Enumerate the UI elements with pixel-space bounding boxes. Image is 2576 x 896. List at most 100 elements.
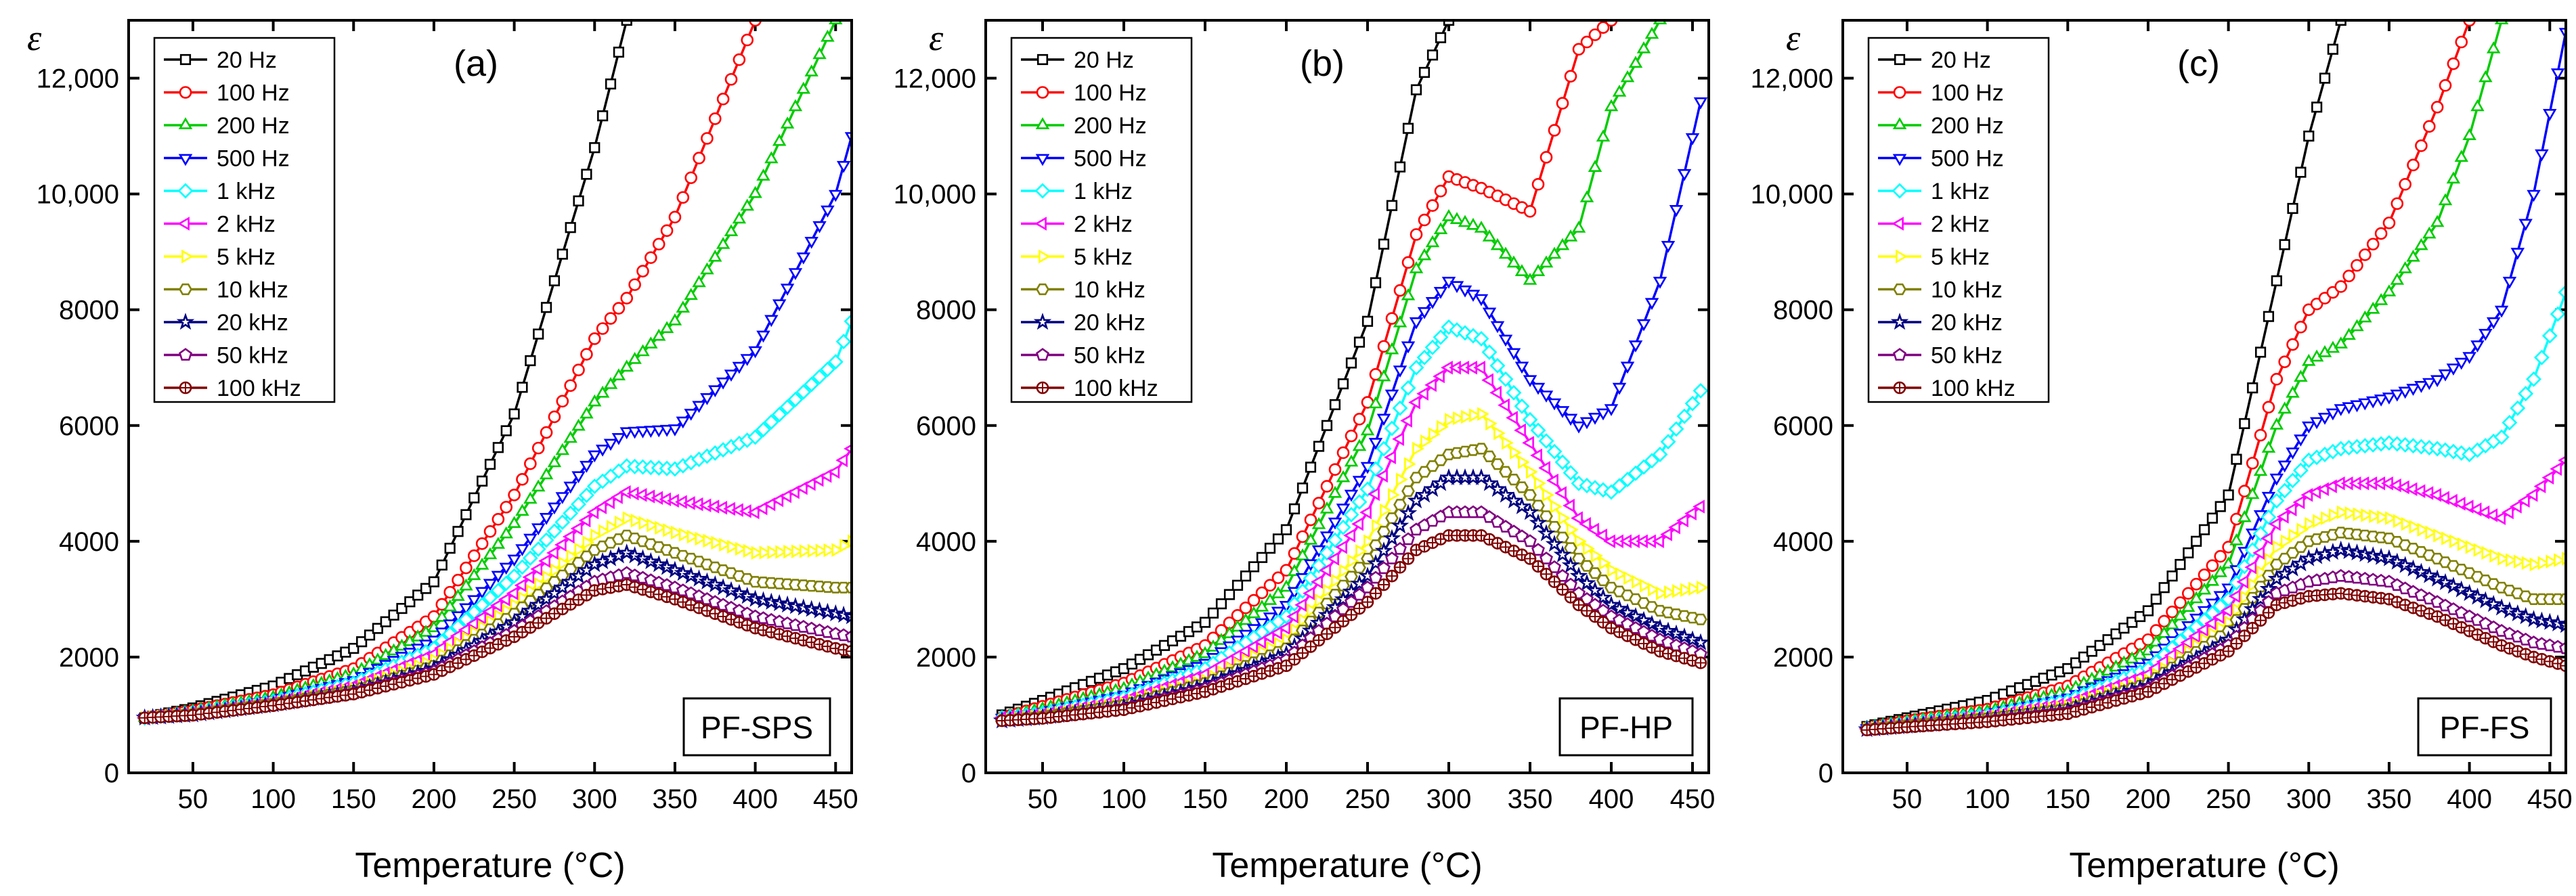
- data-point: [1485, 416, 1498, 431]
- data-point: [748, 346, 762, 359]
- data-point: [818, 602, 837, 620]
- data-point: [2486, 41, 2501, 53]
- data-point: [1327, 552, 1339, 566]
- data-point: [1514, 361, 1529, 374]
- legend-label: 100 kHz: [1074, 376, 1158, 401]
- data-point: [1697, 581, 1709, 595]
- data-point: [2228, 589, 2241, 604]
- data-point: [1294, 583, 1311, 599]
- data-point: [1556, 97, 1569, 110]
- data-point: [443, 585, 456, 599]
- data-point: [2327, 43, 2338, 55]
- data-point: [1369, 570, 1382, 584]
- legend-marker: [179, 381, 192, 395]
- data-point: [467, 568, 481, 581]
- data-point: [1515, 481, 1529, 493]
- data-point: [642, 552, 660, 570]
- data-point: [2212, 610, 2225, 625]
- data-point: [1676, 408, 1693, 424]
- data-point: [1548, 560, 1561, 573]
- data-point: [1694, 613, 1707, 625]
- data-point: [2398, 261, 2412, 273]
- data-point: [756, 330, 770, 343]
- legend-marker: [1034, 217, 1047, 231]
- data-point: [2181, 600, 2196, 612]
- data-point: [804, 236, 818, 249]
- data-point: [1610, 599, 1629, 617]
- data-point: [2265, 552, 2277, 567]
- data-point: [1512, 497, 1531, 514]
- data-point: [2374, 591, 2388, 605]
- data-point: [2181, 587, 2195, 600]
- data-point: [1343, 507, 1359, 522]
- data-point: [2358, 310, 2372, 323]
- data-point: [2334, 336, 2348, 349]
- data-point: [2406, 249, 2420, 262]
- data-point: [586, 505, 599, 520]
- data-point: [531, 523, 546, 536]
- legend-marker: [176, 313, 195, 330]
- data-point: [1263, 593, 1278, 605]
- data-point: [1531, 264, 1546, 277]
- data-point: [2404, 559, 2422, 577]
- data-point: [743, 543, 756, 558]
- data-point: [2556, 616, 2566, 633]
- data-point: [756, 422, 771, 438]
- data-point: [556, 248, 568, 260]
- data-point: [2430, 101, 2444, 114]
- legend-label: 200 Hz: [1931, 113, 2004, 139]
- data-point: [1594, 588, 1613, 606]
- data-point: [1401, 256, 1415, 269]
- data-point: [1556, 568, 1569, 582]
- data-point: [2094, 640, 2105, 651]
- data-point: [498, 592, 510, 607]
- x-ticks: 50 100 150 200 250 300 350 400 450: [1892, 20, 2573, 814]
- data-point: [2468, 587, 2487, 605]
- data-point: [522, 570, 535, 585]
- data-point: [2342, 269, 2355, 283]
- data-point: [764, 315, 779, 328]
- data-point: [1409, 261, 1424, 273]
- data-point: [795, 384, 812, 400]
- data-point: [1660, 434, 1676, 450]
- data-point: [2382, 393, 2397, 405]
- data-point: [1523, 273, 1537, 285]
- data-point: [1311, 575, 1323, 589]
- data-point: [788, 268, 803, 280]
- data-point: [1604, 404, 1619, 416]
- legend-marker: [1893, 86, 1906, 99]
- data-point: [1579, 190, 1594, 202]
- data-point: [1393, 315, 1407, 328]
- data-point: [1238, 644, 1250, 658]
- data-point: [772, 133, 787, 146]
- data-point: [1640, 579, 1652, 593]
- legend-marker: [179, 86, 192, 99]
- data-point: [1394, 161, 1406, 173]
- data-point: [630, 513, 643, 528]
- data-point: [1401, 552, 1415, 565]
- data-point: [1445, 412, 1457, 427]
- data-point: [1669, 204, 1684, 217]
- data-point: [459, 603, 473, 616]
- data-point: [2381, 476, 2393, 491]
- data-point: [572, 363, 585, 376]
- data-point: [1392, 400, 1408, 416]
- data-point: [644, 336, 658, 349]
- y-tick-label: 0: [104, 759, 119, 788]
- legend-marker: [177, 183, 194, 199]
- data-point: [2188, 629, 2200, 644]
- data-point: [740, 198, 754, 211]
- data-point: [1396, 472, 1408, 487]
- data-point: [812, 221, 827, 233]
- data-point: [1675, 627, 1694, 645]
- sample-label-box: [682, 697, 831, 757]
- data-point: [2447, 57, 2460, 70]
- data-point: [1596, 21, 1610, 34]
- data-point: [2220, 604, 2233, 618]
- data-point: [1473, 331, 1489, 346]
- data-point: [763, 414, 779, 430]
- data-point: [1199, 617, 1211, 628]
- data-point: [779, 489, 791, 503]
- y-ticks: 0 2000 4000 6000 8000 10,000 12,000: [894, 64, 1709, 788]
- legend-label: 20 kHz: [1931, 310, 2003, 336]
